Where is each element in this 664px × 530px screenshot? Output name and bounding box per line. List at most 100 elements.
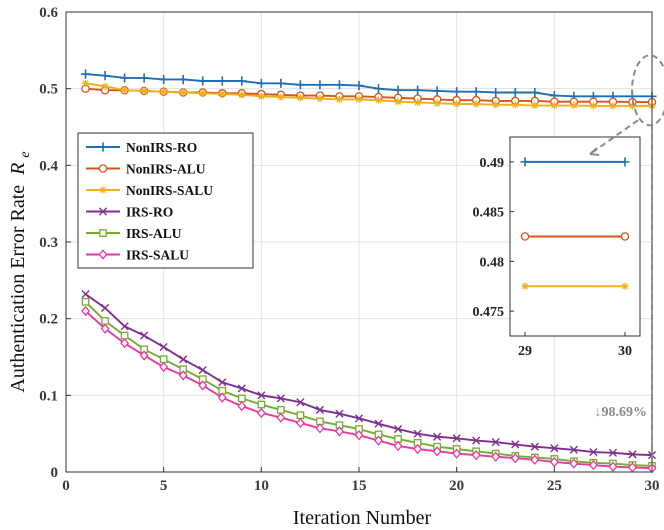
x-tick-label: 30 bbox=[645, 478, 660, 494]
data-point-nonirs-ro bbox=[354, 81, 364, 91]
data-point-nonirs-salu bbox=[414, 98, 422, 107]
y-tick-label: 0.1 bbox=[39, 388, 58, 404]
series-nonirs-ro bbox=[80, 69, 657, 101]
data-point-nonirs-salu bbox=[257, 92, 265, 100]
data-point-nonirs-ro bbox=[491, 87, 501, 98]
data-point-irs-salu bbox=[530, 454, 540, 465]
data-point-irs-salu bbox=[178, 370, 188, 381]
data-point-irs-alu bbox=[296, 411, 305, 420]
reduction-annotation: ↓98.69% bbox=[595, 405, 648, 420]
legend-label-irs-alu: IRS-ALU bbox=[126, 226, 182, 241]
data-point-irs-ro bbox=[100, 303, 110, 313]
data-point-nonirs-ro bbox=[452, 87, 462, 97]
data-point-nonirs-ro bbox=[315, 80, 325, 90]
data-point-nonirs-ro bbox=[217, 76, 227, 86]
data-point-nonirs-salu bbox=[374, 96, 383, 104]
data-point-irs-salu bbox=[198, 380, 208, 391]
data-point-irs-ro bbox=[433, 432, 442, 441]
y-axis-label-group: Authentication Error Rate R e bbox=[7, 151, 33, 392]
data-point-nonirs-salu bbox=[296, 94, 304, 102]
legend-item-nonirs-ro: NonIRS-RO bbox=[86, 140, 197, 155]
data-point-irs-ro bbox=[81, 290, 90, 299]
inset-data-point-nonirs-ro bbox=[520, 157, 530, 167]
data-point-nonirs-ro bbox=[159, 74, 169, 85]
zoom-connector-arrowhead bbox=[589, 147, 600, 156]
data-point-irs-alu bbox=[120, 331, 129, 340]
legend-item-nonirs-alu: NonIRS-ALU bbox=[86, 162, 206, 177]
data-point-nonirs-salu bbox=[101, 82, 109, 90]
series-irs-ro bbox=[81, 290, 657, 460]
y-tick-label: 0.5 bbox=[39, 82, 58, 98]
annotations: ↓98.69% bbox=[589, 54, 664, 466]
data-point-nonirs-ro bbox=[276, 78, 286, 88]
data-point-irs-ro bbox=[608, 448, 618, 457]
data-point-nonirs-ro bbox=[80, 69, 91, 79]
data-point-nonirs-salu bbox=[238, 91, 246, 99]
y-axis-label-sub: e bbox=[18, 151, 33, 157]
data-point-nonirs-salu bbox=[531, 101, 539, 110]
data-point-irs-alu bbox=[101, 317, 109, 325]
data-point-nonirs-ro bbox=[432, 86, 442, 96]
data-point-nonirs-ro bbox=[413, 85, 423, 95]
x-tick-label: 0 bbox=[62, 478, 70, 494]
data-point-irs-ro bbox=[315, 405, 325, 414]
data-point-nonirs-ro bbox=[120, 73, 130, 83]
data-point-nonirs-salu bbox=[199, 89, 207, 97]
data-point-irs-ro bbox=[237, 384, 246, 393]
legend-item-irs-salu: IRS-SALU bbox=[86, 248, 189, 263]
data-point-irs-ro bbox=[296, 398, 305, 407]
legend-item-irs-ro: IRS-RO bbox=[86, 205, 173, 220]
data-point-irs-alu bbox=[237, 394, 246, 403]
data-point-nonirs-salu bbox=[589, 102, 597, 110]
y-tick-label: 0.6 bbox=[39, 5, 58, 21]
data-point-irs-ro bbox=[628, 450, 637, 459]
legend-marker-nonirs-ro bbox=[98, 142, 108, 152]
inset: 0.49 0.485 0.48 0.475 29 30 bbox=[473, 136, 641, 359]
data-point-nonirs-salu bbox=[81, 79, 90, 87]
inset-series-nonirs-alu bbox=[520, 232, 630, 241]
inset-y-tick-label: 0.475 bbox=[473, 305, 505, 320]
data-point-irs-salu bbox=[217, 392, 227, 403]
data-point-irs-salu bbox=[569, 458, 579, 469]
data-point-nonirs-ro bbox=[178, 74, 188, 85]
data-point-irs-ro bbox=[472, 436, 481, 445]
inset-data-point-nonirs-alu bbox=[620, 232, 630, 241]
data-point-irs-ro bbox=[491, 438, 500, 447]
data-point-nonirs-salu bbox=[160, 88, 168, 96]
y-tick-label: 0.4 bbox=[39, 158, 58, 174]
data-point-irs-alu bbox=[81, 297, 90, 306]
inset-x-tick-label: 30 bbox=[618, 344, 632, 359]
data-point-irs-salu bbox=[335, 426, 344, 437]
data-point-irs-salu bbox=[393, 440, 403, 452]
data-point-nonirs-ro bbox=[373, 84, 384, 94]
inset-y-tick-label: 0.49 bbox=[480, 156, 505, 171]
data-point-irs-salu bbox=[237, 400, 247, 412]
legend-marker-irs-ro bbox=[98, 207, 108, 216]
data-point-nonirs-salu bbox=[121, 86, 129, 94]
data-point-irs-salu bbox=[588, 459, 598, 471]
data-point-nonirs-ro bbox=[295, 80, 305, 90]
data-point-irs-salu bbox=[374, 435, 383, 446]
y-tick-label: 0 bbox=[51, 465, 59, 481]
data-point-irs-alu bbox=[257, 400, 266, 409]
data-point-irs-salu bbox=[295, 417, 305, 429]
y-axis-label-var: R bbox=[7, 163, 29, 176]
data-point-irs-salu bbox=[120, 338, 130, 349]
zoom-ellipse bbox=[631, 54, 664, 127]
y-axis-label-text: Authentication Error Rate bbox=[7, 185, 29, 393]
inset-y-tick-label: 0.485 bbox=[473, 206, 505, 221]
data-point-irs-ro bbox=[530, 442, 539, 451]
data-point-irs-ro bbox=[276, 394, 285, 403]
inset-y-tick-label: 0.48 bbox=[480, 255, 505, 270]
data-point-irs-ro bbox=[393, 424, 403, 434]
data-point-nonirs-ro bbox=[256, 78, 266, 88]
data-point-irs-salu bbox=[315, 423, 325, 434]
y-tick-label: 0.3 bbox=[39, 235, 58, 251]
data-point-irs-ro bbox=[198, 365, 207, 375]
plot-frame bbox=[65, 11, 653, 473]
data-point-nonirs-salu bbox=[433, 99, 441, 107]
data-point-nonirs-salu bbox=[316, 95, 324, 103]
data-point-irs-ro bbox=[354, 414, 364, 423]
data-point-nonirs-salu bbox=[511, 101, 519, 109]
data-point-nonirs-salu bbox=[355, 95, 363, 103]
